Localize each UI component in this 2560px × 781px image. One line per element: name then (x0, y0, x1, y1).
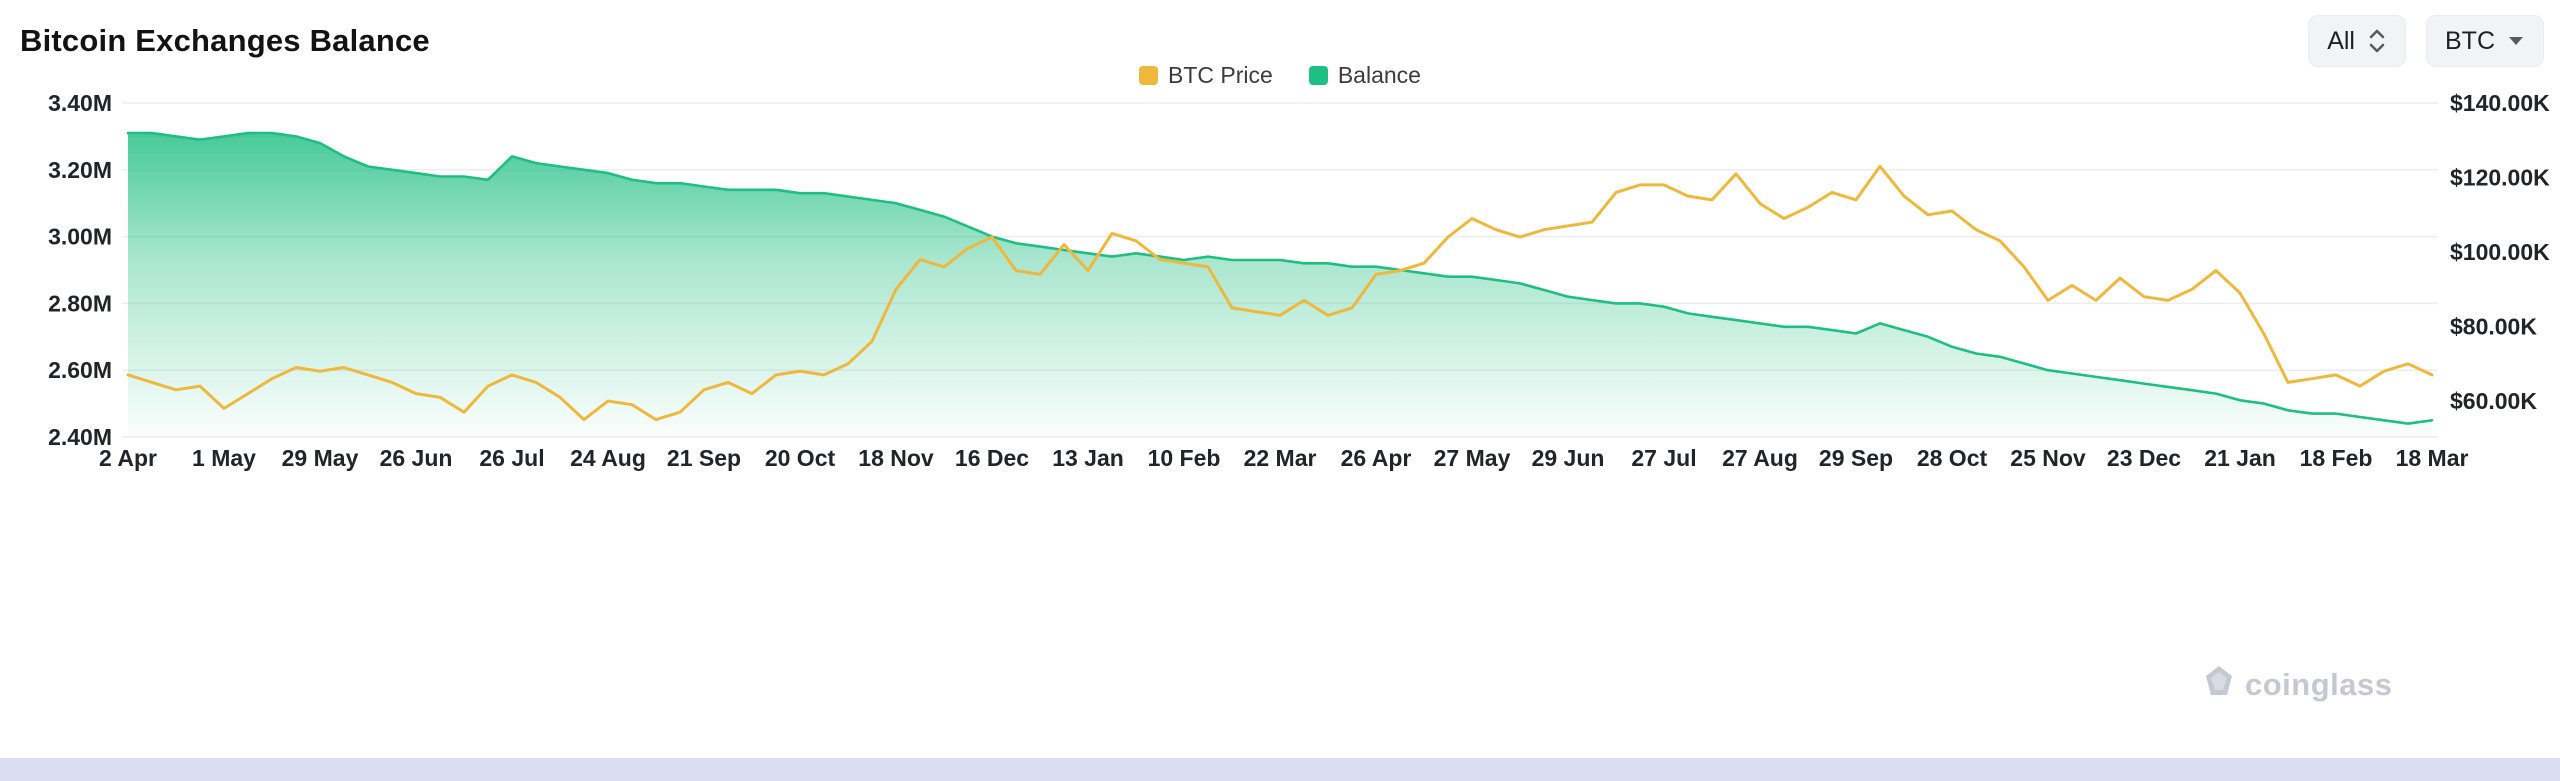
svg-text:3.40M: 3.40M (48, 90, 112, 116)
coinglass-watermark-text: coinglass (2245, 667, 2393, 702)
svg-text:10 Feb: 10 Feb (1148, 445, 1221, 471)
btc-price-swatch (1139, 65, 1159, 85)
up-down-arrows-icon (2367, 28, 2387, 54)
chart-legend: BTC Price Balance (0, 56, 2560, 94)
svg-text:23 Dec: 23 Dec (2107, 445, 2181, 471)
svg-text:1 May: 1 May (192, 445, 256, 471)
caret-down-icon (2507, 35, 2525, 47)
svg-text:28 Oct: 28 Oct (1917, 445, 1988, 471)
svg-text:16 Dec: 16 Dec (955, 445, 1029, 471)
svg-text:$140.00K: $140.00K (2450, 90, 2550, 116)
page-title: Bitcoin Exchanges Balance (20, 23, 430, 58)
coinglass-logo-icon (2202, 664, 2236, 706)
svg-text:27 Jul: 27 Jul (1631, 445, 1696, 471)
svg-text:25 Nov: 25 Nov (2010, 445, 2086, 471)
svg-text:21 Jan: 21 Jan (2204, 445, 2276, 471)
svg-text:27 May: 27 May (1434, 445, 1511, 471)
svg-text:2 Apr: 2 Apr (99, 445, 157, 471)
svg-text:$100.00K: $100.00K (2450, 239, 2550, 265)
balance-swatch (1308, 65, 1328, 85)
chart-header: Bitcoin Exchanges Balance All BTC (0, 0, 2560, 70)
svg-text:3.00M: 3.00M (48, 224, 112, 250)
coinglass-watermark: coinglass (2202, 664, 2393, 706)
svg-text:29 Sep: 29 Sep (1819, 445, 1893, 471)
legend-item-btc-price[interactable]: BTC Price (1139, 62, 1273, 89)
svg-text:3.20M: 3.20M (48, 157, 112, 183)
svg-text:21 Sep: 21 Sep (667, 445, 741, 471)
svg-text:26 Apr: 26 Apr (1341, 445, 1412, 471)
svg-text:22 Mar: 22 Mar (1244, 445, 1317, 471)
range-select[interactable]: All (2308, 15, 2406, 67)
coin-select-label: BTC (2445, 26, 2495, 55)
svg-text:18 Mar: 18 Mar (2396, 445, 2469, 471)
legend-label-balance: Balance (1337, 61, 1421, 88)
svg-text:29 Jun: 29 Jun (1532, 445, 1605, 471)
svg-text:18 Feb: 18 Feb (2300, 445, 2373, 471)
svg-text:2.40M: 2.40M (48, 424, 112, 450)
svg-text:24 Aug: 24 Aug (570, 445, 646, 471)
legend-item-balance[interactable]: Balance (1308, 61, 1421, 89)
svg-text:27 Aug: 27 Aug (1722, 445, 1798, 471)
coin-select[interactable]: BTC (2426, 15, 2544, 67)
svg-text:2.80M: 2.80M (48, 290, 112, 316)
svg-text:$120.00K: $120.00K (2450, 165, 2550, 191)
svg-text:18 Nov: 18 Nov (858, 445, 934, 471)
svg-text:29 May: 29 May (282, 445, 359, 471)
svg-text:20 Oct: 20 Oct (765, 445, 836, 471)
svg-text:$60.00K: $60.00K (2450, 388, 2537, 414)
chart-zoom-scrollbar[interactable] (0, 758, 2560, 781)
chart-controls: All BTC (2308, 15, 2544, 67)
svg-text:26 Jun: 26 Jun (380, 445, 453, 471)
svg-text:26 Jul: 26 Jul (479, 445, 544, 471)
svg-text:$80.00K: $80.00K (2450, 314, 2537, 340)
range-select-label: All (2327, 26, 2355, 55)
legend-label-btc-price: BTC Price (1168, 61, 1273, 88)
svg-text:13 Jan: 13 Jan (1052, 445, 1124, 471)
svg-text:2.60M: 2.60M (48, 357, 112, 383)
